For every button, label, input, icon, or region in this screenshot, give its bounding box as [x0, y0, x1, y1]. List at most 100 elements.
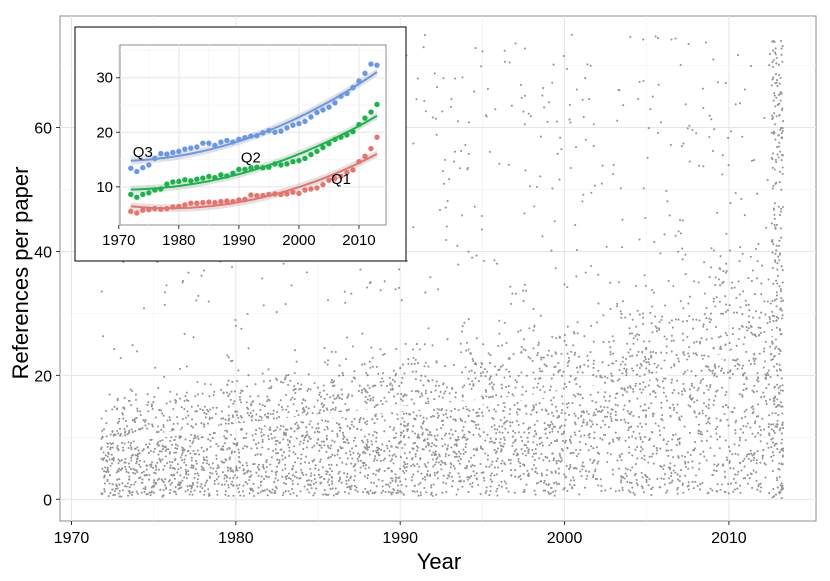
inset-point-q2 — [290, 159, 296, 165]
main-x-tick-label: 1970 — [54, 530, 90, 547]
inset-point-q3 — [218, 139, 224, 145]
inset-point-q1 — [224, 198, 230, 204]
inset-point-q2 — [266, 164, 272, 170]
main-y-tick-label: 20 — [34, 368, 52, 385]
inset-point-q2 — [278, 162, 284, 168]
inset-point-q3 — [338, 93, 344, 99]
inset-point-q1 — [350, 167, 356, 173]
inset-point-q2 — [218, 172, 224, 178]
inset-point-q1 — [194, 200, 200, 206]
inset-point-q2 — [194, 176, 200, 182]
inset-point-q3 — [242, 135, 248, 141]
inset-point-q3 — [350, 84, 356, 91]
inset-point-q2 — [134, 194, 140, 200]
inset-point-q1 — [218, 198, 224, 205]
inset-x-tick-label: 2000 — [282, 232, 315, 249]
inset-point-q3 — [236, 136, 242, 143]
main-x-tick-label: 1980 — [218, 530, 254, 547]
inset-point-q1 — [296, 190, 302, 197]
inset-point-q1 — [170, 204, 176, 210]
inset-point-q3 — [206, 140, 212, 146]
inset-x-tick-label: 1990 — [222, 232, 255, 249]
inset-point-q2 — [230, 170, 236, 176]
inset-point-q3 — [146, 162, 152, 168]
inset-point-q2 — [236, 166, 242, 173]
inset-point-q2 — [260, 165, 266, 171]
inset-point-q1 — [140, 207, 146, 213]
main-scatter-points — [100, 33, 785, 500]
inset-point-q2 — [356, 121, 362, 128]
inset-y-tick-label: 30 — [96, 70, 113, 87]
inset-point-q2 — [362, 115, 368, 121]
inset-point-q2 — [248, 165, 254, 171]
inset-point-q1 — [326, 177, 332, 183]
inset-point-q2 — [182, 177, 188, 183]
inset-point-q1 — [230, 198, 236, 205]
inset-point-q1 — [314, 185, 320, 191]
inset-smooth-curves — [130, 68, 378, 213]
main-trend-line — [101, 329, 778, 443]
inset-point-q2 — [254, 164, 260, 170]
inset-label-q3: Q3 — [133, 144, 153, 161]
inset-point-q1 — [128, 208, 134, 215]
inset-point-q2 — [152, 187, 158, 193]
inset-point-q3 — [140, 165, 146, 171]
inset-point-q3 — [248, 133, 254, 139]
main-y-tick-label: 40 — [34, 244, 52, 261]
inset-point-q1 — [338, 173, 344, 180]
inset-point-q1 — [284, 191, 290, 197]
inset-point-q3 — [194, 144, 200, 150]
inset-point-q2 — [296, 157, 302, 164]
inset-point-q1 — [368, 145, 374, 152]
inset-point-q2 — [320, 144, 326, 151]
inset-point-q1 — [248, 192, 254, 198]
inset-point-q3 — [212, 142, 218, 149]
inset-point-q3 — [326, 104, 332, 110]
inset-point-q1 — [302, 187, 308, 193]
inset-scatter-points — [128, 61, 380, 216]
inset-point-q3 — [164, 151, 170, 157]
inset-point-q2 — [272, 161, 278, 167]
inset-point-q1 — [332, 175, 338, 182]
inset-x-tick-label: 1980 — [162, 232, 195, 249]
inset-point-q3 — [296, 120, 302, 127]
inset-point-q3 — [356, 78, 362, 84]
inset-point-q1 — [362, 153, 368, 159]
inset-point-q2 — [224, 173, 230, 179]
inset-point-q2 — [170, 179, 176, 185]
inset-point-q2 — [242, 166, 248, 173]
inset-point-q3 — [362, 70, 368, 77]
main-y-tick-label: 60 — [34, 121, 52, 138]
y-axis-label: References per paper — [8, 167, 33, 380]
inset-point-q2 — [158, 186, 164, 192]
inset-point-q2 — [302, 155, 308, 162]
inset-point-q1 — [164, 205, 170, 212]
inset-point-q3 — [200, 140, 206, 146]
inset-series-labels: Q3 Q2 Q1 — [133, 144, 351, 188]
inset-point-q1 — [152, 205, 158, 212]
inset-point-q3 — [278, 128, 284, 134]
inset-point-q1 — [278, 191, 284, 198]
inset-point-q2 — [200, 175, 206, 181]
main-point-cloud — [100, 33, 785, 500]
inset-point-q2 — [374, 101, 380, 108]
inset-point-q1 — [356, 159, 362, 165]
inset-point-q2 — [206, 173, 212, 180]
inset-point-q1 — [242, 196, 248, 203]
main-y-tick-label: 0 — [43, 492, 52, 509]
inset-point-q2 — [326, 141, 332, 147]
inset-point-q3 — [332, 100, 338, 106]
main-gridlines — [60, 16, 816, 521]
inset-point-q1 — [188, 200, 194, 206]
main-x-tick-label: 2010 — [711, 530, 747, 547]
inset-point-q2 — [140, 191, 146, 198]
inset-point-q1 — [374, 134, 380, 140]
inset-point-q1 — [200, 199, 206, 206]
inset-point-q1 — [212, 199, 218, 206]
inset-point-q1 — [176, 203, 182, 210]
inset-point-q1 — [272, 191, 278, 197]
inset-point-q1 — [206, 199, 212, 205]
inset-point-q2 — [146, 190, 152, 196]
inset-point-q3 — [254, 132, 260, 139]
